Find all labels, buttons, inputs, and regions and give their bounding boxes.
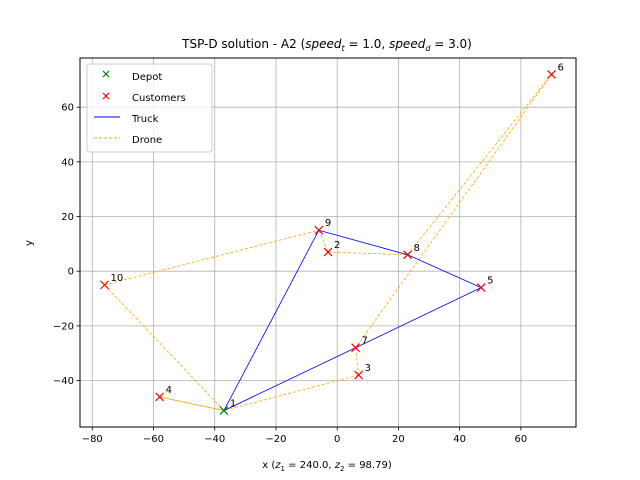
- node-label: 5: [487, 276, 493, 287]
- x-tick-label: 60: [515, 434, 528, 445]
- y-tick-label: 40: [61, 157, 74, 168]
- drone-segment: [407, 74, 552, 256]
- axis-ticks: −80 −60 −40 −20 0 20 40 60 −40 −20 0 20 40 60: [53, 103, 527, 445]
- customer-marker-icon: [102, 92, 110, 100]
- depot-marker-icon: [102, 70, 110, 78]
- drone-segment: [104, 284, 225, 411]
- x-tick-label: 20: [392, 434, 405, 445]
- node-label: 9: [325, 218, 331, 229]
- legend-label-drone: Drone: [132, 135, 162, 146]
- legend-label-truck: Truck: [131, 114, 159, 125]
- truck-segment: [407, 254, 482, 288]
- x-tick-label: 0: [334, 434, 340, 445]
- y-tick-label: −20: [53, 321, 74, 332]
- node-label: 10: [110, 273, 123, 284]
- customer-marker: [323, 247, 333, 257]
- node-label: 6: [558, 62, 564, 73]
- y-tick-label: 0: [68, 267, 74, 278]
- drone-segment: [355, 74, 552, 348]
- drone-segment: [355, 347, 360, 376]
- node-label: 7: [362, 336, 368, 347]
- y-tick-label: 60: [61, 103, 74, 114]
- customer-marker: [547, 69, 556, 79]
- node-label: 3: [365, 363, 371, 374]
- node-markers: [100, 69, 556, 416]
- plot-frame: [79, 57, 577, 428]
- legend-entry-customers: Customers: [102, 92, 186, 104]
- truck-segment: [223, 230, 320, 411]
- x-tick-label: −60: [143, 434, 164, 445]
- x-tick-label: −20: [265, 434, 286, 445]
- legend-label-depot: Depot: [132, 72, 162, 83]
- truck-segment: [318, 229, 408, 256]
- grid: [80, 58, 576, 427]
- truck-route: [223, 229, 482, 411]
- drone-segment: [318, 230, 329, 253]
- drone-routes: [104, 74, 552, 411]
- y-tick-label: 20: [61, 212, 74, 223]
- legend-box: [86, 63, 213, 153]
- x-tick-label: 40: [453, 434, 466, 445]
- chart-title: TSP-D solution - A2 (speedt = 1.0, speed…: [181, 37, 472, 53]
- node-label: 2: [334, 240, 340, 251]
- customer-marker: [155, 392, 165, 402]
- node-label: 8: [414, 243, 420, 254]
- y-tick-label: −40: [53, 376, 74, 387]
- x-axis-label: x (z1 = 240.0, z2 = 98.79): [262, 460, 392, 473]
- node-label: 4: [166, 385, 172, 396]
- legend-entry-depot: Depot: [102, 70, 162, 83]
- drone-segment: [104, 229, 319, 286]
- customer-marker: [351, 343, 360, 353]
- y-axis-label: y: [24, 240, 35, 246]
- customer-marker: [314, 225, 324, 235]
- truck-segment: [223, 347, 356, 411]
- node-label: 1: [230, 399, 236, 410]
- customer-marker: [100, 280, 109, 290]
- customer-marker: [354, 370, 364, 380]
- legend-entry-truck: Truck: [94, 114, 159, 125]
- customer-marker: [476, 283, 486, 293]
- node-labels: 2 3 4 5 6 7 8 9 10 1: [110, 62, 563, 409]
- drone-segment: [327, 251, 408, 256]
- x-tick-label: −80: [82, 434, 103, 445]
- legend-label-customers: Customers: [132, 93, 186, 104]
- x-tick-label: −40: [204, 434, 225, 445]
- depot-marker: [219, 406, 229, 416]
- drone-segment: [159, 396, 224, 411]
- legend-entry-drone: Drone: [94, 135, 162, 146]
- legend: Depot Customers Truck Drone: [86, 63, 213, 153]
- drone-segment: [223, 374, 359, 411]
- customer-marker: [403, 250, 413, 260]
- truck-segment: [355, 287, 482, 349]
